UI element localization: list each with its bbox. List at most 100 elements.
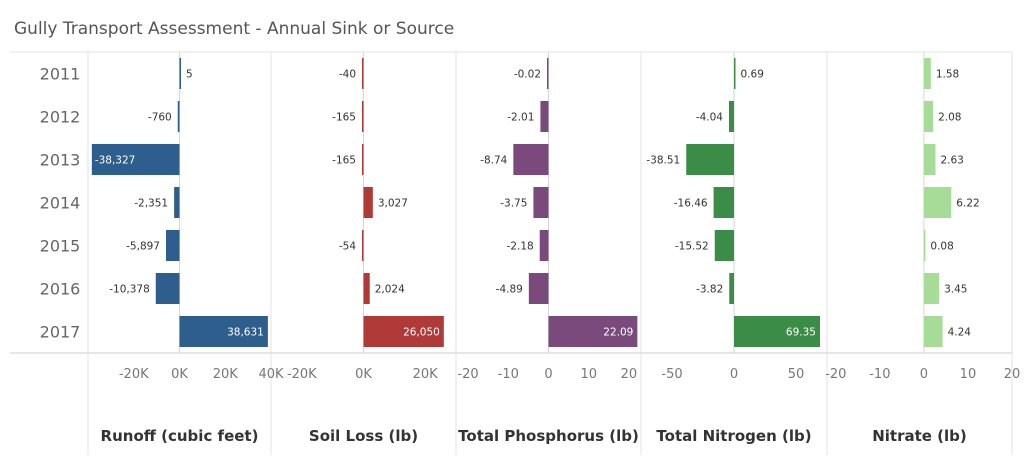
value-label-panel-3-2017: 69.35: [786, 327, 816, 339]
tick-label-panel-2-3: 10: [580, 367, 597, 382]
year-label-2016: 2016: [40, 280, 81, 299]
bar-panel-3-2011: [734, 58, 736, 89]
value-label-panel-0-2016: -10,378: [109, 284, 150, 296]
panel-title-2: Total Phosphorus (lb): [458, 427, 639, 445]
value-label-panel-1-2013: -165: [332, 155, 356, 167]
bar-panel-0-2013: [91, 144, 180, 175]
bar-panel-2-2014: [533, 187, 549, 218]
year-label-2011: 2011: [40, 65, 81, 84]
value-label-panel-4-2014: 6.22: [956, 198, 979, 210]
bar-panel-1-2011: [362, 58, 364, 89]
tick-label-panel-2-1: -10: [498, 367, 519, 382]
bar-panel-4-2017: [923, 316, 943, 347]
bar-panel-3-2014: [713, 187, 734, 218]
bar-panel-2-2017: [548, 316, 638, 347]
value-label-panel-3-2013: -38.51: [646, 155, 680, 167]
year-label-2012: 2012: [40, 108, 81, 127]
panel-title-3: Total Nitrogen (lb): [656, 427, 811, 445]
tick-label-panel-4-0: -20: [825, 367, 846, 382]
bar-panel-4-2012: [923, 101, 934, 132]
value-label-panel-1-2017: 26,050: [403, 327, 440, 339]
year-label-2014: 2014: [40, 194, 81, 213]
bar-panel-1-2015: [362, 230, 364, 261]
tick-label-panel-3-0: -50: [661, 367, 682, 382]
bar-panel-4-2015: [923, 230, 926, 261]
value-label-panel-2-2016: -4.89: [496, 284, 523, 296]
bar-panel-3-2012: [728, 101, 734, 132]
value-label-panel-3-2011: 0.69: [741, 69, 764, 81]
tick-label-panel-3-2: 50: [788, 367, 805, 382]
value-label-panel-4-2012: 2.08: [938, 112, 961, 124]
tick-label-panel-2-0: -20: [457, 367, 478, 382]
year-label-2017: 2017: [40, 323, 81, 342]
value-label-panel-2-2017: 22.09: [603, 327, 633, 339]
tick-label-panel-1-0: -20K: [287, 367, 317, 382]
tick-label-panel-3-1: 0: [730, 367, 738, 382]
tick-label-panel-2-2: 0: [544, 367, 552, 382]
value-label-panel-2-2011: -0.02: [514, 69, 541, 81]
bar-panel-4-2013: [923, 144, 936, 175]
page-title: Gully Transport Assessment - Annual Sink…: [14, 19, 455, 39]
year-label-2015: 2015: [40, 237, 81, 256]
value-label-panel-0-2015: -5,897: [126, 241, 160, 253]
value-label-panel-2-2012: -2.01: [507, 112, 534, 124]
bar-panel-3-2016: [729, 273, 734, 304]
bar-panel-4-2014: [923, 187, 952, 218]
panel-title-1: Soil Loss (lb): [309, 427, 418, 445]
bar-panel-2-2016: [528, 273, 549, 304]
bar-panel-3-2015: [714, 230, 734, 261]
bar-panel-1-2017: [363, 316, 444, 347]
tick-label-panel-4-2: 0: [920, 367, 928, 382]
bar-panel-0-2017: [179, 316, 268, 347]
value-label-panel-2-2013: -8.74: [480, 155, 507, 167]
bar-panel-3-2013: [686, 144, 734, 175]
value-label-panel-0-2014: -2,351: [134, 198, 168, 210]
bar-panel-1-2012: [362, 101, 364, 132]
value-label-panel-1-2016: 2,024: [375, 284, 405, 296]
tick-label-panel-0-2: 20K: [213, 367, 239, 382]
value-label-panel-0-2012: -760: [148, 112, 172, 124]
bar-panel-0-2016: [155, 273, 180, 304]
value-label-panel-3-2012: -4.04: [696, 112, 723, 124]
value-label-panel-2-2014: -3.75: [500, 198, 527, 210]
bar-panel-3-2017: [734, 316, 820, 347]
value-label-panel-0-2011: 5: [186, 69, 193, 81]
bar-panel-0-2015: [166, 230, 180, 261]
tick-label-panel-4-3: 10: [960, 367, 977, 382]
year-label-2013: 2013: [40, 151, 81, 170]
value-label-panel-3-2014: -16.46: [674, 198, 708, 210]
tick-label-panel-0-0: -20K: [119, 367, 149, 382]
bar-panel-4-2011: [923, 58, 931, 89]
tick-label-panel-1-1: 0K: [355, 367, 372, 382]
value-label-panel-3-2015: -15.52: [675, 241, 709, 253]
value-label-panel-1-2012: -165: [332, 112, 356, 124]
value-label-panel-4-2017: 4.24: [948, 327, 972, 339]
value-label-panel-1-2015: -54: [339, 241, 356, 253]
bar-panel-0-2011: [179, 58, 181, 89]
bar-panel-0-2014: [174, 187, 180, 218]
bar-panel-1-2016: [363, 273, 370, 304]
value-label-panel-1-2014: 3,027: [378, 198, 408, 210]
value-label-panel-0-2013: -38,327: [95, 155, 136, 167]
value-label-panel-0-2017: 38,631: [227, 327, 264, 339]
bar-panel-2-2012: [540, 101, 549, 132]
tick-label-panel-2-4: 20: [621, 367, 638, 382]
bar-panel-0-2012: [177, 101, 180, 132]
tick-label-panel-1-2: 20K: [413, 367, 439, 382]
value-label-panel-4-2015: 0.08: [930, 241, 953, 253]
value-label-panel-4-2011: 1.58: [936, 69, 959, 81]
value-label-panel-4-2013: 2.63: [940, 155, 963, 167]
bar-panel-2-2011: [547, 58, 549, 89]
value-label-panel-1-2011: -40: [339, 69, 356, 81]
tick-label-panel-4-4: 20: [1004, 367, 1021, 382]
bar-panel-4-2016: [923, 273, 940, 304]
tick-label-panel-4-1: -10: [869, 367, 890, 382]
value-label-panel-3-2016: -3.82: [696, 284, 723, 296]
bar-panel-1-2014: [363, 187, 373, 218]
panel-title-4: Nitrate (lb): [872, 427, 967, 445]
bar-panel-1-2013: [362, 144, 364, 175]
value-label-panel-2-2015: -2.18: [507, 241, 534, 253]
bar-panel-2-2013: [513, 144, 549, 175]
tick-label-panel-0-3: 40K: [258, 367, 284, 382]
